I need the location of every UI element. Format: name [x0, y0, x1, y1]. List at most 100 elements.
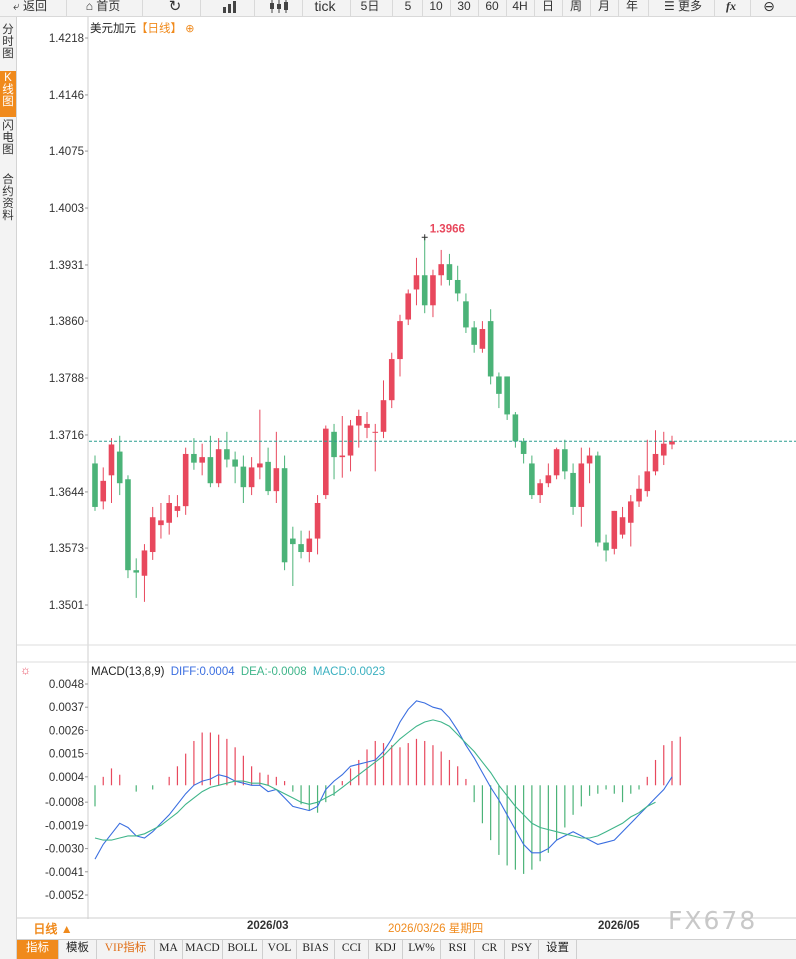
candle[interactable] — [430, 269, 436, 318]
candle[interactable] — [380, 380, 387, 439]
candle[interactable] — [323, 425, 329, 500]
period-selector[interactable]: 日线 ▲ — [18, 920, 88, 938]
tab-timeshare[interactable]: 分时图 — [2, 24, 14, 60]
tab-cci[interactable]: CCI — [335, 940, 369, 959]
candle[interactable] — [125, 475, 131, 579]
tab-psy[interactable]: PSY — [505, 940, 539, 959]
candle[interactable] — [421, 237, 428, 314]
candle[interactable] — [636, 475, 642, 507]
candle[interactable] — [149, 506, 156, 560]
candle[interactable] — [166, 495, 172, 535]
candle[interactable] — [174, 495, 181, 518]
candle[interactable] — [232, 451, 238, 484]
indicator-chart-button[interactable] — [214, 0, 248, 17]
candle[interactable] — [463, 293, 469, 333]
candle[interactable] — [545, 463, 552, 488]
period-60min[interactable]: 60 — [485, 0, 499, 13]
candlestick-series[interactable] — [92, 237, 675, 602]
tab-vol[interactable]: VOL — [263, 940, 297, 959]
candle[interactable] — [191, 438, 197, 470]
candle[interactable] — [207, 435, 214, 488]
candle[interactable] — [487, 309, 494, 385]
candle[interactable] — [347, 419, 354, 472]
candle[interactable] — [529, 455, 535, 500]
candle[interactable] — [611, 510, 618, 555]
candle[interactable] — [298, 530, 304, 559]
candle[interactable] — [397, 314, 403, 377]
tab-ma[interactable]: MA — [155, 940, 183, 959]
candle[interactable] — [669, 435, 675, 450]
tab-macd[interactable]: MACD — [183, 940, 223, 959]
candle[interactable] — [479, 321, 486, 353]
candle[interactable] — [355, 409, 362, 448]
zoom-out-button[interactable]: ⊖ — [756, 0, 782, 17]
candle[interactable] — [372, 423, 379, 472]
period-4h[interactable]: 4H — [512, 0, 528, 13]
candle[interactable] — [627, 495, 634, 547]
period-month[interactable]: 月 — [597, 0, 610, 13]
candle[interactable] — [257, 409, 263, 480]
candle[interactable] — [182, 447, 189, 515]
candle[interactable] — [215, 438, 222, 488]
candle[interactable] — [141, 544, 148, 602]
candle[interactable] — [496, 372, 502, 409]
tab-kdj[interactable]: KDJ — [369, 940, 403, 959]
candle[interactable] — [512, 412, 519, 448]
tab-flash-chart[interactable]: 闪电图 — [2, 120, 14, 156]
candle[interactable] — [199, 443, 205, 476]
candle[interactable] — [224, 431, 230, 468]
period-day[interactable]: 日 — [541, 0, 554, 13]
chart-area[interactable]: 1.4218 1.4146 1.4075 1.4003 1.3931 1.3860 1.37… — [17, 17, 796, 939]
candle[interactable] — [413, 257, 420, 306]
candle[interactable] — [339, 416, 346, 478]
tab-cr[interactable]: CR — [475, 940, 505, 959]
candle[interactable] — [265, 447, 271, 496]
candle[interactable] — [405, 289, 412, 326]
refresh-button[interactable]: ↻ — [160, 0, 190, 17]
macd-settings-icon[interactable]: ☼ — [20, 663, 31, 677]
period-5day[interactable]: 5日 — [360, 0, 380, 13]
back-button[interactable]: ⤶ 返回 — [4, 0, 56, 17]
candle[interactable] — [273, 431, 280, 503]
tab-boll[interactable]: BOLL — [223, 940, 263, 959]
tab-templates[interactable]: 模板 — [59, 940, 97, 959]
candle[interactable] — [331, 423, 337, 480]
candle[interactable] — [504, 376, 510, 420]
period-year[interactable]: 年 — [625, 0, 638, 13]
candle[interactable] — [290, 526, 296, 587]
tab-settings[interactable]: 设置 — [539, 940, 577, 959]
candle[interactable] — [537, 479, 543, 503]
candle[interactable] — [364, 412, 370, 439]
period-10min[interactable]: 10 — [429, 0, 443, 13]
home-button[interactable]: ⌂ 首页 — [78, 0, 128, 17]
tab-rsi[interactable]: RSI — [441, 940, 475, 959]
candle[interactable] — [314, 495, 321, 555]
candle[interactable] — [578, 447, 585, 527]
candle[interactable] — [562, 439, 568, 480]
candle[interactable] — [306, 530, 313, 563]
period-30min[interactable]: 30 — [457, 0, 471, 13]
candle[interactable] — [281, 455, 288, 571]
candle[interactable] — [660, 431, 667, 466]
candle[interactable] — [652, 430, 659, 476]
candle[interactable] — [454, 265, 461, 302]
candle[interactable] — [619, 506, 626, 539]
candle[interactable] — [108, 438, 115, 503]
candle[interactable] — [570, 463, 576, 515]
tab-bias[interactable]: BIAS — [297, 940, 335, 959]
candle[interactable] — [595, 451, 601, 547]
candle[interactable] — [520, 438, 527, 464]
candle[interactable] — [586, 447, 593, 484]
tab-vip-indicators[interactable]: VIP指标 — [97, 940, 155, 959]
candle[interactable] — [92, 455, 98, 511]
candle[interactable] — [603, 534, 609, 562]
formula-button[interactable]: fx — [718, 0, 744, 17]
candle[interactable] — [644, 439, 651, 497]
candle[interactable] — [446, 253, 453, 286]
candle[interactable] — [240, 455, 247, 503]
candlestick-type-button[interactable] — [262, 0, 296, 17]
period-5min[interactable]: 5 — [404, 0, 412, 13]
period-week[interactable]: 周 — [569, 0, 582, 13]
candle[interactable] — [471, 321, 477, 353]
tab-indicators[interactable]: 指标 — [17, 940, 59, 959]
